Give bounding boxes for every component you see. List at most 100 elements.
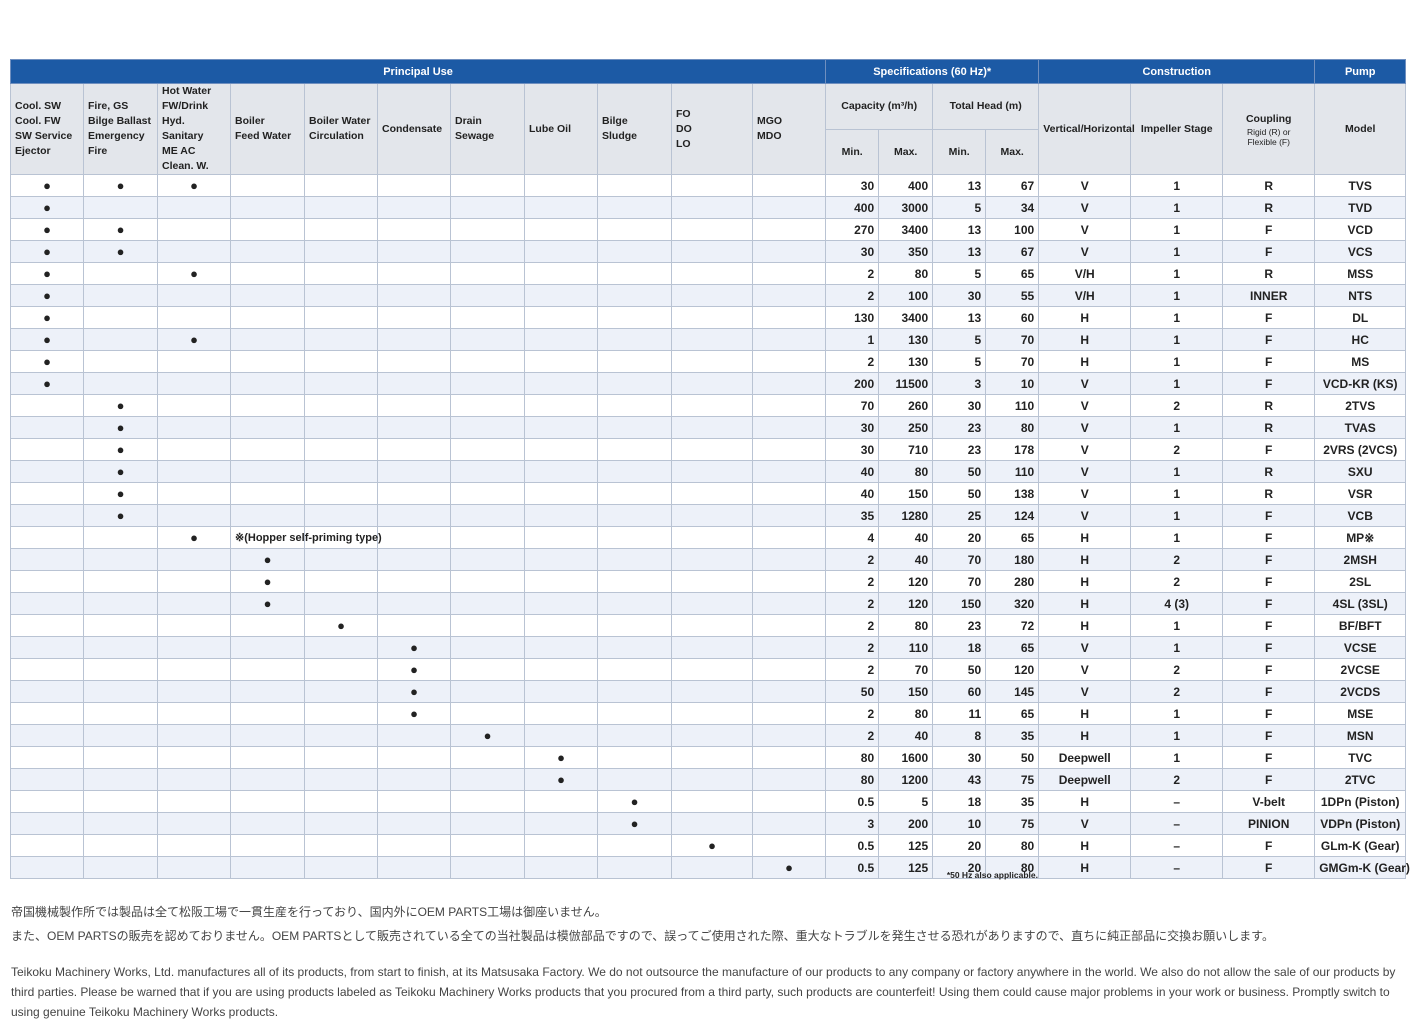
construction-cell: 1: [1130, 724, 1224, 747]
model-cell: TVC: [1314, 746, 1407, 769]
spec-header: Total Head (m): [932, 82, 1040, 131]
spec-cell: 130: [878, 328, 934, 351]
use-cell: [304, 856, 378, 879]
use-cell: [671, 658, 753, 681]
use-cell: ●: [377, 636, 451, 659]
pump-row: ● 35 1280 25 124 V 1 F VCB: [10, 504, 1407, 527]
use-cell: [83, 768, 158, 791]
use-cell: [304, 416, 378, 439]
model-cell: 2VCSE: [1314, 658, 1407, 681]
construction-cell: V/H: [1038, 262, 1132, 285]
use-cell: [377, 768, 451, 791]
use-cell: ●: [10, 328, 84, 351]
construction-cell: V/H: [1038, 284, 1132, 307]
use-cell: [304, 790, 378, 813]
use-cell: [304, 702, 378, 725]
use-cell: [597, 174, 672, 197]
use-cell: [450, 482, 525, 505]
spec-cell: 80: [985, 834, 1040, 857]
spec-cell: 55: [985, 284, 1040, 307]
construction-cell: 2: [1130, 394, 1224, 417]
use-cell: [83, 262, 158, 285]
construction-cell: 1: [1130, 262, 1224, 285]
spec-cell: 60: [932, 680, 987, 703]
pump-row: ● 2 80 11 65 H 1 F MSE: [10, 702, 1407, 725]
use-cell: [230, 614, 305, 637]
model-cell: 2VRS (2VCS): [1314, 438, 1407, 461]
spec-cell: 2: [825, 548, 880, 571]
use-cell: [450, 570, 525, 593]
use-cell: [157, 504, 231, 527]
use-cell: [671, 416, 753, 439]
spec-cell: 8: [932, 724, 987, 747]
use-cell: ●: [10, 372, 84, 395]
spec-cell: 124: [985, 504, 1040, 527]
use-cell: [450, 790, 525, 813]
spec-cell: 40: [825, 482, 880, 505]
use-cell: [597, 262, 672, 285]
spec-cell: 250: [878, 416, 934, 439]
construction-cell: 1: [1130, 702, 1224, 725]
use-cell: [524, 306, 598, 329]
spec-cell: 65: [985, 262, 1040, 285]
use-cell: [83, 636, 158, 659]
use-cell: [597, 284, 672, 307]
model-cell: SXU: [1314, 460, 1407, 483]
pump-row: ● ● 2 80 5 65 V/H 1 R MSS: [10, 262, 1407, 285]
use-cell: [671, 812, 753, 835]
construction-cell: F: [1222, 658, 1316, 681]
pump-row: ● 2 70 50 120 V 2 F 2VCSE: [10, 658, 1407, 681]
use-cell: [751, 262, 827, 285]
use-cell: [524, 482, 598, 505]
use-cell: [230, 702, 305, 725]
construction-cell: R: [1222, 482, 1316, 505]
use-cell: [230, 284, 305, 307]
use-cell: [83, 680, 158, 703]
use-cell: ●: [597, 812, 672, 835]
spec-cell: 100: [985, 218, 1040, 241]
construction-cell: 1: [1130, 460, 1224, 483]
construction-cell: H: [1038, 592, 1132, 615]
use-cell: [597, 218, 672, 241]
use-cell: [10, 592, 84, 615]
use-cell: [10, 504, 84, 527]
spec-cell: 80: [878, 460, 934, 483]
spec-cell: 2: [825, 658, 880, 681]
use-cell: [230, 306, 305, 329]
spec-cell: 260: [878, 394, 934, 417]
use-cell: [304, 834, 378, 857]
model-cell: HC: [1314, 328, 1407, 351]
use-cell: [230, 746, 305, 769]
coupling-header: Coupling Rigid (R) or Flexible (F): [1222, 83, 1316, 175]
use-cell: [230, 372, 305, 395]
construction-cell: –: [1130, 834, 1224, 857]
use-cell: [157, 834, 231, 857]
pump-row: ● ● 1 130 5 70 H 1 F HC: [10, 328, 1407, 351]
construction-cell: V: [1038, 680, 1132, 703]
use-cell: [751, 284, 827, 307]
use-cell: [450, 526, 525, 549]
use-cell: [377, 526, 451, 549]
construction-cell: H: [1038, 570, 1132, 593]
use-cell: [597, 482, 672, 505]
spec-cell: 120: [878, 570, 934, 593]
use-cell: [450, 372, 525, 395]
construction-cell: V: [1038, 812, 1132, 835]
use-cell: [671, 174, 753, 197]
use-cell: [304, 196, 378, 219]
min-max-header: Min.: [825, 129, 880, 175]
min-max-header: Max.: [878, 129, 934, 175]
spec-cell: 13: [932, 174, 987, 197]
table-body: ● ● ● 30 400 13 67 V 1 R TVS ● 400 3000 5 34 V 1 R TVD ● ● 270…: [10, 174, 1410, 879]
construction-cell: F: [1222, 724, 1316, 747]
japanese-note: また、OEM PARTSの販売を認めておりません。OEM PARTSとして販売さ…: [11, 929, 1274, 943]
construction-cell: Deepwell: [1038, 768, 1132, 791]
use-cell: [157, 636, 231, 659]
spec-cell: 280: [985, 570, 1040, 593]
pump-row: ● 40 80 50 110 V 1 R SXU: [10, 460, 1407, 483]
spec-cell: 2: [825, 262, 880, 285]
spec-cell: 100: [878, 284, 934, 307]
use-cell: [524, 394, 598, 417]
pump-row: ● 130 3400 13 60 H 1 F DL: [10, 306, 1407, 329]
use-cell: [524, 702, 598, 725]
